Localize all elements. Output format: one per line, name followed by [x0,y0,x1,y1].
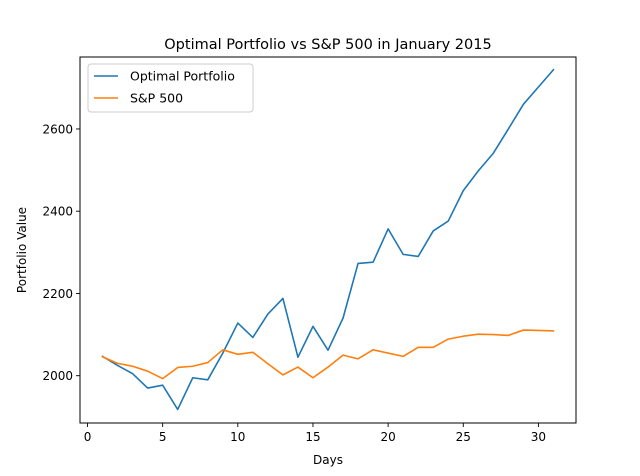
y-axis-label: Portfolio Value [15,207,29,293]
y-tick-label: 2000 [42,369,73,383]
legend-box [87,63,254,113]
plot-area: 0 5 10 15 20 25 30 2000 2200 2400 2600 Optimal Port… [42,56,577,444]
series-line-optimal-portfolio [101,68,555,411]
x-tick-label: 0 [84,430,92,444]
y-tick-label: 2200 [42,287,73,301]
x-tick-label: 15 [305,430,320,444]
legend-label-optimal-portfolio: Optimal Portfolio [130,69,235,84]
y-tick-label: 2600 [42,122,73,136]
x-axis-label: Days [313,453,343,467]
axes-frame [79,56,577,424]
series-line-sp500 [101,329,555,380]
x-tick-label: 30 [531,430,546,444]
y-tick-label: 2400 [42,205,73,219]
x-tick-label: 25 [456,430,471,444]
legend-label-sp500: S&P 500 [130,91,183,106]
chart-title: Optimal Portfolio vs S&P 500 in January … [164,37,491,53]
x-tick-label: 10 [230,430,245,444]
x-tick-label: 20 [380,430,395,444]
x-tick-label: 5 [159,430,167,444]
